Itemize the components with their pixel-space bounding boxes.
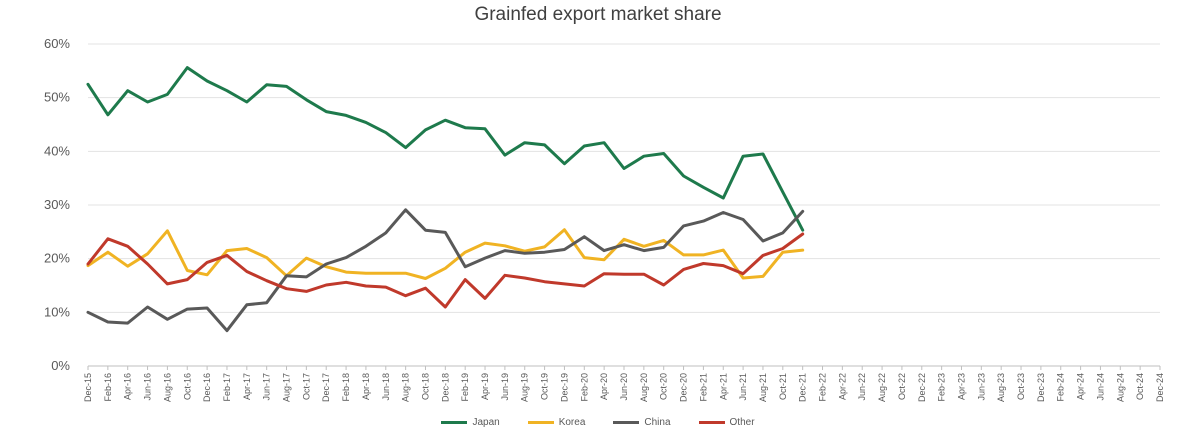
legend-label: China	[644, 417, 671, 428]
x-tick-label: Jun-22	[857, 373, 867, 401]
x-tick-label: Apr-18	[361, 373, 371, 400]
y-tick-label: 10%	[44, 304, 70, 319]
x-tick-label: Dec-19	[559, 373, 569, 402]
x-tick-label: Oct-17	[301, 373, 311, 400]
x-tick-label: Dec-24	[1155, 373, 1165, 402]
x-tick-label: Feb-21	[698, 373, 708, 402]
x-tick-label: Feb-18	[341, 373, 351, 402]
y-tick-label: 30%	[44, 197, 70, 212]
y-tick-label: 0%	[51, 358, 70, 373]
x-tick-label: Feb-16	[103, 373, 113, 402]
x-tick-label: Apr-16	[123, 373, 133, 400]
x-tick-label: Dec-18	[440, 373, 450, 402]
x-tick-label: Feb-17	[222, 373, 232, 402]
legend-item-other: Other	[698, 417, 755, 428]
x-tick-label: Jun-18	[381, 373, 391, 401]
x-tick-label: Jun-16	[143, 373, 153, 401]
x-tick-label: Jun-20	[619, 373, 629, 401]
x-tick-label: Feb-23	[937, 373, 947, 402]
series-line-korea	[86, 228, 805, 280]
y-tick-label: 50%	[44, 90, 70, 105]
y-axis-tick-labels: 0% 10% 20% 30% 40% 50% 60%	[44, 36, 70, 373]
x-tick-label: Aug-16	[162, 373, 172, 402]
x-tick-label: Aug-23	[996, 373, 1006, 402]
series-lines	[86, 66, 805, 333]
series-line-other	[86, 232, 805, 309]
x-tick-label: Oct-18	[420, 373, 430, 400]
y-tick-label: 20%	[44, 251, 70, 266]
y-tick-label: 60%	[44, 36, 70, 51]
x-tick-label: Jun-17	[262, 373, 272, 401]
series-line-china	[86, 208, 805, 333]
x-tick-label: Dec-21	[798, 373, 808, 402]
legend-item-korea: Korea	[527, 417, 586, 428]
x-tick-label: Aug-19	[520, 373, 530, 402]
x-tick-label: Dec-15	[83, 373, 93, 402]
x-tick-label: Oct-16	[182, 373, 192, 400]
x-tick-label: Aug-24	[1115, 373, 1125, 402]
x-tick-label: Jun-23	[976, 373, 986, 401]
x-tick-label: Dec-20	[679, 373, 689, 402]
chart-title: Grainfed export market share	[474, 4, 722, 25]
x-tick-label: Jun-24	[1095, 373, 1105, 401]
gridlines	[88, 43, 1160, 367]
x-tick-label: Feb-20	[579, 373, 589, 402]
legend-swatch	[613, 421, 640, 424]
x-tick-label: Aug-22	[877, 373, 887, 402]
x-tick-label: Oct-23	[1016, 373, 1026, 400]
y-tick-label: 40%	[44, 143, 70, 158]
x-tick-label: Oct-24	[1135, 373, 1145, 400]
x-tick-label: Feb-19	[460, 373, 470, 402]
legend-item-china: China	[613, 417, 671, 428]
x-tick-label: Dec-23	[1036, 373, 1046, 402]
legend-swatch	[441, 421, 468, 424]
x-tick-label: Oct-19	[540, 373, 550, 400]
x-tick-label: Oct-21	[778, 373, 788, 400]
series-line-japan	[86, 66, 805, 232]
x-tick-label: Dec-22	[917, 373, 927, 402]
x-tick-label: Apr-22	[837, 373, 847, 400]
x-tick-label: Apr-20	[599, 373, 609, 400]
x-tick-label: Aug-17	[282, 373, 292, 402]
x-tick-label: Aug-21	[758, 373, 768, 402]
x-tick-label: Apr-21	[718, 373, 728, 400]
legend-label: Japan	[472, 417, 500, 428]
legend-label: Korea	[558, 417, 586, 428]
x-tick-label: Apr-24	[1076, 373, 1086, 400]
x-tick-label: Jun-21	[738, 373, 748, 401]
legend: Japan Korea China Other	[0, 417, 1196, 428]
x-tick-label: Apr-23	[956, 373, 966, 400]
x-tick-label: Jun-19	[500, 373, 510, 401]
x-tick-label: Feb-24	[1056, 373, 1066, 402]
legend-swatch	[527, 421, 554, 424]
legend-label: Other	[729, 417, 755, 428]
x-tick-label: Dec-16	[202, 373, 212, 402]
x-tick-label: Aug-20	[639, 373, 649, 402]
x-tick-label: Oct-20	[659, 373, 669, 400]
x-tick-label: Oct-22	[897, 373, 907, 400]
x-tick-label: Apr-17	[242, 373, 252, 400]
legend-item-japan: Japan	[441, 417, 500, 428]
x-tick-label: Feb-22	[818, 373, 828, 402]
x-tick-label: Apr-19	[480, 373, 490, 400]
legend-swatch	[698, 421, 725, 424]
x-tick-label: Dec-17	[321, 373, 331, 402]
x-tick-label: Aug-18	[401, 373, 411, 402]
x-axis-tick-labels: Dec-15 Feb-16 Apr-16 Jun-16 Aug-16 Oct-16 Dec-…	[83, 366, 1165, 402]
